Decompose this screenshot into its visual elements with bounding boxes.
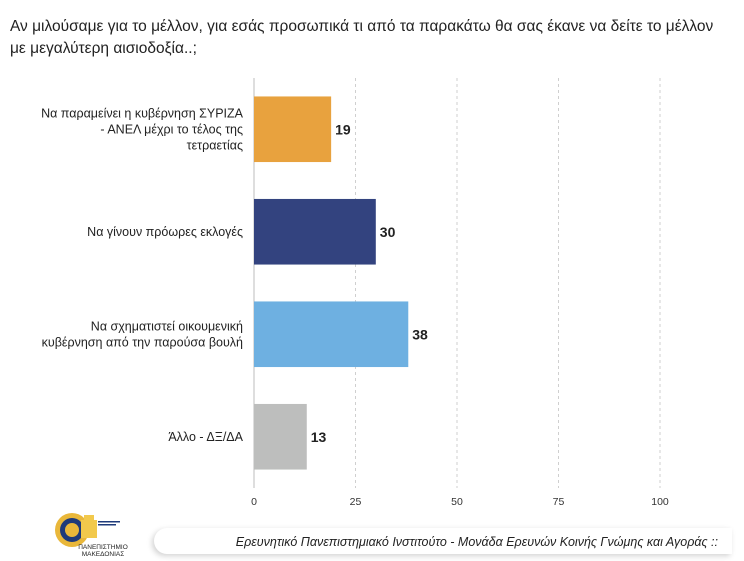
bar-value-label: 13 [311,429,327,445]
category-label: Να παραμείνει η κυβέρνηση ΣΥΡΙΖΑ - ΑΝΕΛ μ… [41,106,244,152]
bar [254,403,307,470]
logo-label-line1: ΠΑΝΕΠΙΣΤΗΜΙΟ [78,544,128,551]
bar-value-label: 30 [380,224,396,240]
x-tick-label: 0 [251,496,257,508]
x-tick-labels: 0 25 50 75 100 [251,496,669,508]
university-logo [55,513,120,547]
x-tick-label: 50 [451,496,463,508]
category-label: Να σχηματιστεί οικουμενική κυβέρνηση από … [42,319,243,349]
bar [254,198,376,265]
bar [254,301,409,368]
logo-label-line2: ΜΑΚΕΔΟΝΙΑΣ [81,551,125,558]
chart-title: Αν μιλούσαμε για το μέλλον, για εσάς προ… [10,18,714,57]
footer-banner: Ερευνητικό Πανεπιστημιακό Ινστιτούτο - Μ… [154,528,732,554]
bar-value-label: 38 [412,326,428,342]
category-label: Να γίνουν πρόωρες εκλογές [87,225,243,239]
university-logo-label: ΠΑΝΕΠΙΣΤΗΜΙΟ ΜΑΚΕΔΟΝΙΑΣ [68,544,138,558]
bar-value-label: 19 [335,121,351,137]
category-label: Άλλο - ΔΞ/ΔΑ [168,430,243,444]
bars: 19 30 38 13 [254,96,428,470]
x-tick-label: 75 [553,496,565,508]
x-tick-label: 25 [350,496,362,508]
category-labels: Να παραμείνει η κυβέρνηση ΣΥΡΙΖΑ - ΑΝΕΛ μ… [41,106,244,444]
bar [254,96,332,163]
x-tick-label: 100 [651,496,669,508]
footer-text: Ερευνητικό Πανεπιστημιακό Ινστιτούτο - Μ… [235,535,718,549]
